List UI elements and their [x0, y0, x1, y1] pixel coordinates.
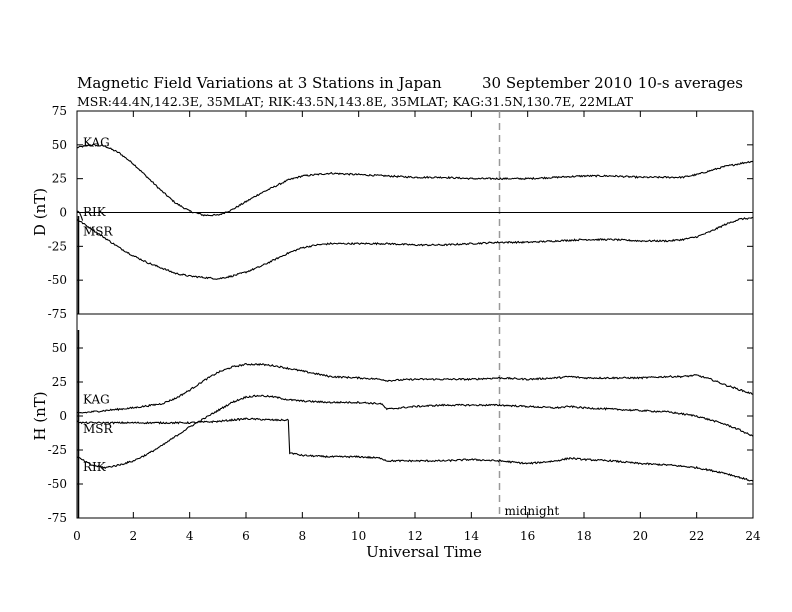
y-tick-label: 25 — [52, 375, 67, 389]
x-tick-label: 8 — [299, 529, 307, 543]
series-label-d-msr: MSR — [83, 224, 114, 238]
y-tick-label: 75 — [52, 104, 67, 118]
x-tick-label: 16 — [520, 529, 535, 543]
y-tick-label: -25 — [48, 239, 67, 253]
trace-h-rik — [76, 394, 754, 469]
series-label-h-kag: KAG — [83, 392, 110, 406]
x-tick-label: 12 — [407, 529, 422, 543]
d-axis-label: D (nT) — [31, 188, 49, 236]
x-tick-label: 18 — [576, 529, 591, 543]
y-tick-label: 50 — [52, 138, 67, 152]
y-tick-label: 0 — [59, 206, 67, 220]
x-tick-label: 14 — [464, 529, 480, 543]
x-tick-label: 2 — [130, 529, 138, 543]
series-label-h-msr: MSR — [83, 422, 114, 436]
midnight-layer: midnight — [498, 111, 560, 518]
x-tick-label: 24 — [745, 529, 761, 543]
midnight-label: midnight — [505, 504, 560, 518]
y-tick-label: -50 — [48, 273, 67, 287]
trace-d-rik — [76, 210, 84, 221]
y-tick-label: -75 — [48, 511, 67, 525]
trace-d-kag — [76, 143, 754, 217]
chart-date: 30 September 2010 — [482, 74, 632, 92]
series-label-layer: KAG RIK MSR KAG MSR RIK — [83, 136, 114, 474]
chart-title: Magnetic Field Variations at 3 Stations … — [77, 74, 442, 92]
x-tick-label: 20 — [633, 529, 648, 543]
y-tick-label: 50 — [52, 341, 67, 355]
chart-subtitle: MSR:44.4N,142.3E, 35MLAT; RIK:43.5N,143.… — [77, 94, 634, 109]
series-label-d-rik: RIK — [83, 205, 107, 219]
y-tick-label: 0 — [59, 409, 67, 423]
x-tick-label: 4 — [186, 529, 194, 543]
y-tick-label: -75 — [48, 307, 67, 321]
x-axis-label: Universal Time — [366, 543, 482, 561]
trace-d-msr — [76, 216, 754, 280]
y-tick-label: -50 — [48, 477, 67, 491]
trace-layer — [76, 143, 754, 518]
trace-h-kag — [76, 362, 753, 414]
x-tick-label: 22 — [689, 529, 704, 543]
y-tick-label: 25 — [52, 172, 67, 186]
trace-h-msr — [76, 417, 754, 482]
x-tick-label: 0 — [73, 529, 81, 543]
y-tick-label: -25 — [48, 443, 67, 457]
x-tick-label: 10 — [351, 529, 366, 543]
chart-averaging: 10-s averages — [638, 74, 743, 92]
x-tick-label: 6 — [242, 529, 250, 543]
h-panel-frame — [76, 313, 754, 519]
h-axis-label: H (nT) — [31, 391, 49, 440]
series-label-h-rik: RIK — [83, 460, 107, 474]
series-label-d-kag: KAG — [83, 136, 110, 150]
